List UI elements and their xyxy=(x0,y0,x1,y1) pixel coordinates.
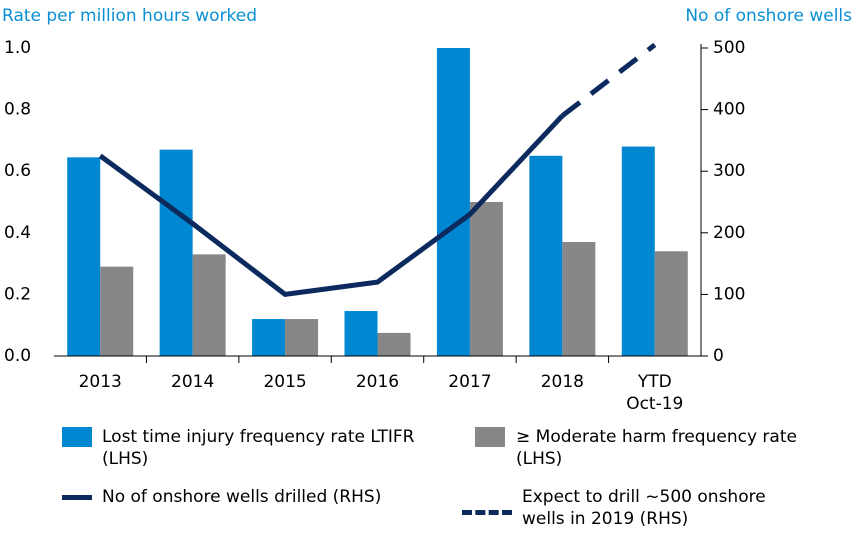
y-tick-label: 0.6 xyxy=(4,161,31,181)
y-tick-label: 0.8 xyxy=(4,100,31,120)
bar xyxy=(529,155,563,356)
bar xyxy=(192,254,226,356)
y2-tick-label: 0 xyxy=(713,346,724,366)
bar xyxy=(285,319,319,356)
bar xyxy=(377,332,411,356)
bar xyxy=(159,149,193,356)
y-tick-label: 0.4 xyxy=(4,223,31,243)
legend-label: ≥ Moderate harm frequency rate (LHS) xyxy=(516,427,797,469)
legend-label: Expect to drill ~500 onshore wells in 20… xyxy=(522,487,766,529)
bar xyxy=(562,242,596,356)
y2-tick-label: 400 xyxy=(713,100,745,120)
y2-tick-label: 100 xyxy=(713,284,745,304)
x-tick-label: 2016 xyxy=(356,372,399,392)
y2-tick-label: 300 xyxy=(713,161,745,181)
bar xyxy=(469,202,503,356)
line-series xyxy=(560,42,657,118)
x-tick-label: 2013 xyxy=(79,372,122,392)
legend-label: Lost time injury frequency rate LTIFR (L… xyxy=(102,427,415,469)
bar xyxy=(436,48,470,356)
bar xyxy=(252,319,286,356)
bar xyxy=(100,266,134,356)
bar xyxy=(67,157,101,356)
y-axis-title: Rate per million hours worked xyxy=(2,6,257,26)
legend-swatch xyxy=(62,495,92,500)
legend-swatch xyxy=(475,427,505,447)
x-tick-label: 2018 xyxy=(541,372,584,392)
x-tick-label: 2015 xyxy=(263,372,306,392)
y2-tick-label: 500 xyxy=(713,38,745,58)
legend-swatch xyxy=(62,427,92,447)
y-tick-label: 1.0 xyxy=(4,38,31,58)
legend-label: No of onshore wells drilled (RHS) xyxy=(102,487,382,507)
x-tick-label: 2014 xyxy=(171,372,214,392)
y-tick-label: 0.0 xyxy=(4,346,31,366)
y-tick-label: 0.2 xyxy=(4,284,31,304)
legend-swatch xyxy=(462,510,512,515)
y2-tick-label: 200 xyxy=(713,223,745,243)
bar xyxy=(344,311,378,356)
line-series xyxy=(98,114,565,298)
bar xyxy=(654,251,688,356)
y2-axis-title: No of onshore wells xyxy=(685,6,852,26)
x-tick-label: 2017 xyxy=(448,372,491,392)
x-tick-label: YTD Oct-19 xyxy=(626,372,683,414)
bar xyxy=(621,146,655,356)
